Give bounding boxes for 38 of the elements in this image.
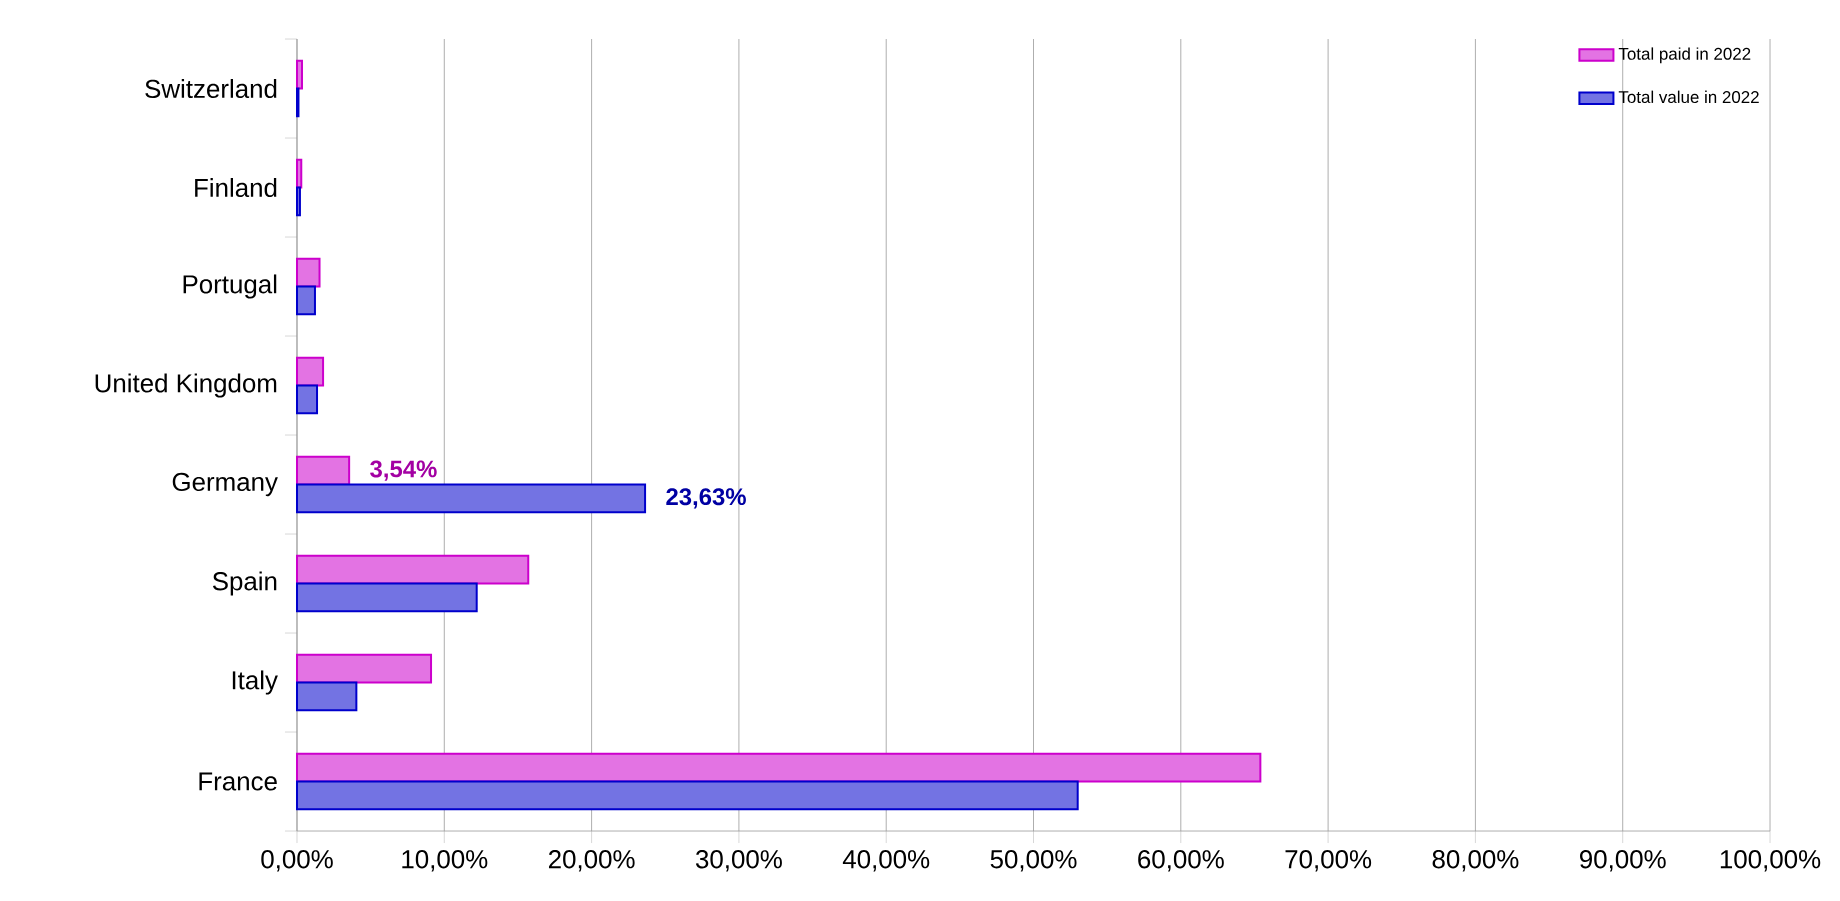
- bar: [296, 681, 358, 712]
- x-tick-label: 80,00%: [1432, 850, 1519, 872]
- bar: [296, 384, 319, 415]
- bar: [296, 186, 301, 217]
- x-tick-label: 10,00%: [402, 850, 488, 872]
- legend-label: Total value in 2022: [1618, 90, 1759, 104]
- bar: [296, 257, 321, 288]
- x-tick-label: 70,00%: [1285, 850, 1372, 872]
- bar: [296, 356, 325, 387]
- x-tick-label: 50,00%: [990, 850, 1077, 872]
- bar: [296, 752, 1262, 783]
- y-tick-label: Spain: [212, 571, 277, 596]
- y-tick-label: Switzerland: [145, 79, 277, 99]
- bar: [296, 653, 433, 684]
- bar: [296, 158, 303, 189]
- data-label: 23,63%: [666, 488, 746, 509]
- bar: [296, 455, 351, 486]
- y-tick-label: France: [199, 772, 277, 791]
- bar: [296, 59, 304, 90]
- y-tick-label: United Kingdom: [95, 373, 277, 398]
- bar: [296, 554, 530, 585]
- x-tick-label: 40,00%: [842, 850, 930, 872]
- bar: [296, 483, 647, 514]
- x-tick-label: 30,00%: [695, 850, 782, 872]
- y-tick-label: Germany: [172, 472, 278, 497]
- y-tick-label: Finland: [195, 178, 277, 198]
- x-tick-label: 20,00%: [548, 850, 635, 872]
- x-tick-label: 90,00%: [1580, 850, 1666, 872]
- y-tick-label: Italy: [232, 670, 278, 695]
- x-tick-label: 60,00%: [1138, 850, 1224, 872]
- bar: [296, 285, 316, 316]
- y-tick-label: Portugal: [183, 274, 277, 299]
- bar: [296, 780, 1079, 811]
- x-tick-label: 0,00%: [261, 850, 333, 872]
- data-label: 3,54%: [370, 460, 437, 481]
- legend-label: Total paid in 2022: [1618, 47, 1751, 64]
- x-tick-label: 100,00%: [1720, 850, 1821, 872]
- bar: [296, 582, 478, 613]
